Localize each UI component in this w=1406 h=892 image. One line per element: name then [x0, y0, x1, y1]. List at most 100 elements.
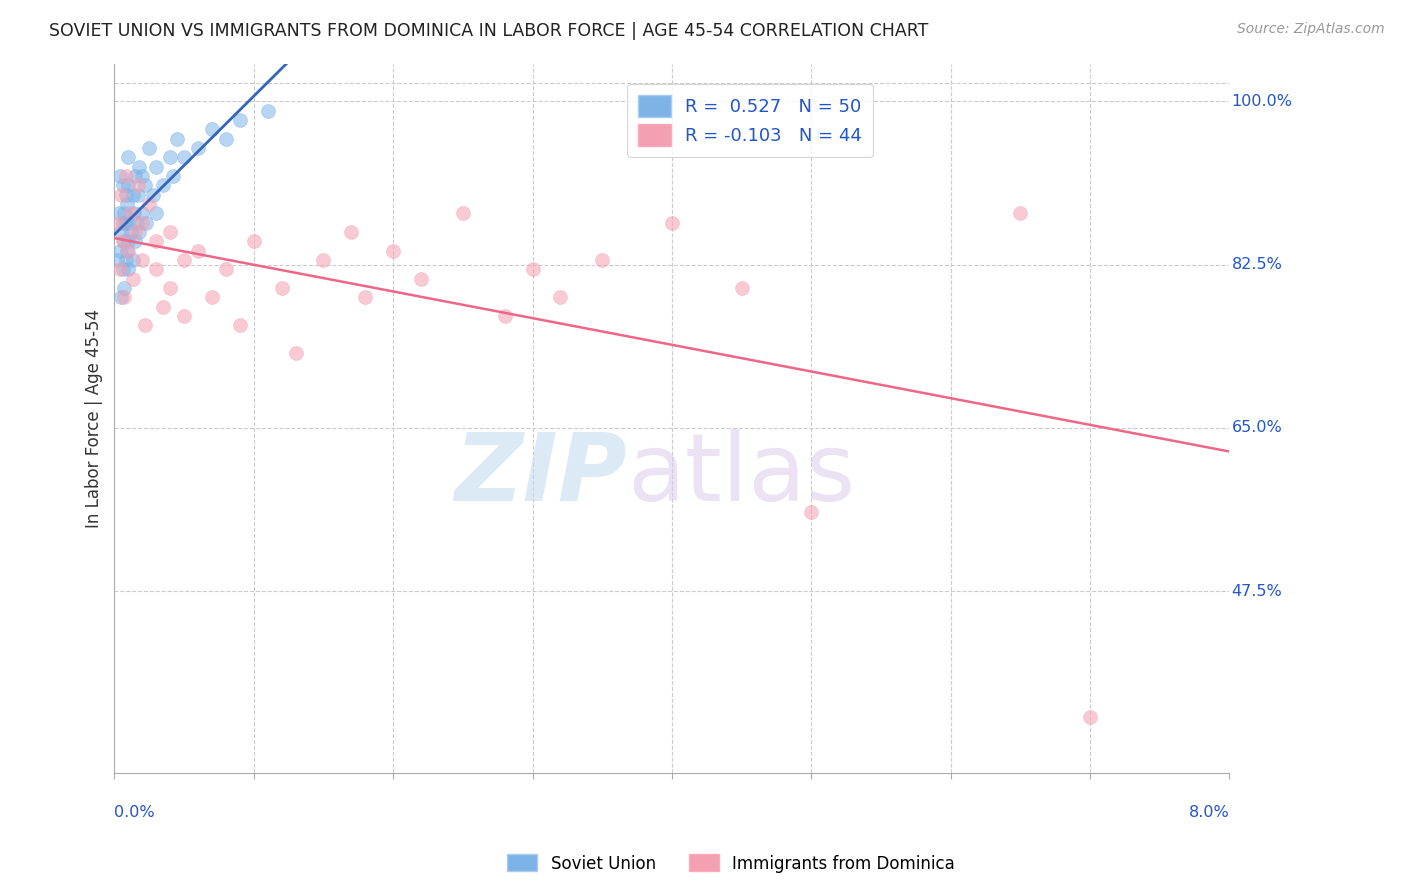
- Point: [124, 225, 146, 239]
- Point: [122, 206, 145, 220]
- Point: [270, 281, 292, 295]
- Text: Source: ZipAtlas.com: Source: ZipAtlas.com: [1237, 22, 1385, 37]
- Point: [522, 262, 544, 277]
- Point: [201, 290, 224, 304]
- Point: [134, 318, 156, 333]
- Text: ZIP: ZIP: [454, 429, 627, 521]
- Point: [131, 216, 153, 230]
- Point: [187, 141, 209, 155]
- Text: atlas: atlas: [627, 429, 856, 521]
- Point: [162, 169, 184, 183]
- Point: [187, 244, 209, 258]
- Point: [117, 262, 139, 277]
- Point: [256, 103, 278, 118]
- Point: [451, 206, 474, 220]
- Point: [115, 197, 138, 211]
- Point: [127, 178, 149, 193]
- Point: [730, 281, 752, 295]
- Point: [117, 244, 139, 258]
- Point: [121, 271, 143, 285]
- Point: [173, 150, 195, 164]
- Point: [105, 252, 128, 267]
- Point: [800, 505, 823, 519]
- Point: [112, 206, 135, 220]
- Point: [145, 206, 167, 220]
- Text: 65.0%: 65.0%: [1232, 420, 1282, 435]
- Point: [112, 235, 135, 249]
- Point: [312, 252, 335, 267]
- Point: [284, 346, 307, 360]
- Point: [111, 178, 134, 193]
- Point: [124, 235, 146, 249]
- Point: [494, 309, 516, 323]
- Point: [145, 160, 167, 174]
- Point: [127, 187, 149, 202]
- Point: [117, 216, 139, 230]
- Point: [115, 244, 138, 258]
- Point: [145, 262, 167, 277]
- Point: [131, 206, 153, 220]
- Point: [131, 252, 153, 267]
- Point: [354, 290, 377, 304]
- Point: [120, 206, 142, 220]
- Point: [112, 281, 135, 295]
- Text: SOVIET UNION VS IMMIGRANTS FROM DOMINICA IN LABOR FORCE | AGE 45-54 CORRELATION : SOVIET UNION VS IMMIGRANTS FROM DOMINICA…: [49, 22, 928, 40]
- Point: [159, 281, 181, 295]
- Point: [159, 225, 181, 239]
- Point: [117, 150, 139, 164]
- Point: [229, 113, 252, 128]
- Point: [1010, 206, 1032, 220]
- Point: [114, 187, 136, 202]
- Point: [152, 178, 174, 193]
- Point: [382, 244, 405, 258]
- Point: [145, 235, 167, 249]
- Point: [138, 141, 160, 155]
- Point: [110, 225, 132, 239]
- Point: [111, 216, 134, 230]
- Text: 8.0%: 8.0%: [1188, 805, 1229, 820]
- Legend: Soviet Union, Immigrants from Dominica: Soviet Union, Immigrants from Dominica: [501, 847, 962, 880]
- Point: [110, 187, 132, 202]
- Point: [340, 225, 363, 239]
- Point: [661, 216, 683, 230]
- Point: [128, 160, 150, 174]
- Point: [121, 187, 143, 202]
- Point: [134, 178, 156, 193]
- Text: 0.0%: 0.0%: [114, 805, 155, 820]
- Legend: R =  0.527   N = 50, R = -0.103   N = 44: R = 0.527 N = 50, R = -0.103 N = 44: [627, 84, 873, 157]
- Point: [111, 235, 134, 249]
- Point: [112, 290, 135, 304]
- Point: [107, 216, 129, 230]
- Y-axis label: In Labor Force | Age 45-54: In Labor Force | Age 45-54: [86, 310, 103, 528]
- Text: 47.5%: 47.5%: [1232, 583, 1282, 599]
- Point: [550, 290, 572, 304]
- Point: [166, 131, 188, 145]
- Point: [409, 271, 432, 285]
- Point: [117, 178, 139, 193]
- Point: [121, 252, 143, 267]
- Point: [229, 318, 252, 333]
- Text: 82.5%: 82.5%: [1232, 257, 1282, 272]
- Point: [173, 309, 195, 323]
- Point: [120, 225, 142, 239]
- Point: [114, 169, 136, 183]
- Point: [173, 252, 195, 267]
- Point: [1078, 710, 1101, 724]
- Point: [117, 235, 139, 249]
- Point: [215, 131, 238, 145]
- Point: [108, 244, 131, 258]
- Point: [107, 206, 129, 220]
- Point: [114, 252, 136, 267]
- Point: [108, 262, 131, 277]
- Point: [110, 290, 132, 304]
- Point: [591, 252, 613, 267]
- Point: [159, 150, 181, 164]
- Point: [128, 225, 150, 239]
- Point: [243, 235, 266, 249]
- Point: [114, 216, 136, 230]
- Point: [142, 187, 165, 202]
- Point: [108, 169, 131, 183]
- Point: [152, 300, 174, 314]
- Point: [131, 169, 153, 183]
- Point: [125, 216, 148, 230]
